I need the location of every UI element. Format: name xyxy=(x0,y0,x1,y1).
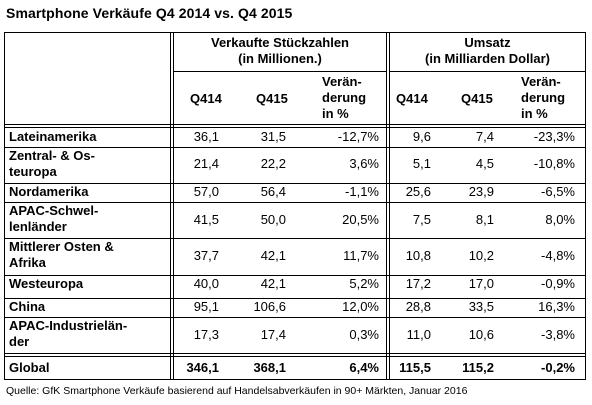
page-title: Smartphone Verkäufe Q4 2014 vs. Q4 2015 xyxy=(6,5,292,21)
revenue-change-value: -6,5% xyxy=(389,184,575,200)
row-divider xyxy=(4,183,586,184)
total-region-label: Global xyxy=(9,360,49,376)
units-change-value: 3,6% xyxy=(173,156,379,172)
separator-region-left xyxy=(170,32,171,380)
separator-groups-left xyxy=(386,32,387,380)
units-group-header-line2: (in Millionen.) xyxy=(173,51,387,67)
revenue-change-value: -4,8% xyxy=(389,248,575,264)
region-label-line1: Mittlerer Osten & xyxy=(9,239,114,255)
row-divider xyxy=(4,298,586,299)
units-change-value: 0,3% xyxy=(173,327,379,343)
total-divider-top xyxy=(4,353,586,354)
region-label-line2: Afrika xyxy=(9,255,46,271)
region-label-line1: Zentral- & Os- xyxy=(9,148,95,164)
revenue-change-value: 8,0% xyxy=(389,212,575,228)
region-label-line2: lenländer xyxy=(9,219,67,235)
units-change-value: 20,5% xyxy=(173,212,379,228)
region-label-line2: teuropa xyxy=(9,164,57,180)
region-label: Westeuropa xyxy=(9,276,83,292)
units-q414-header: Q414 xyxy=(190,91,222,107)
row-divider xyxy=(4,275,586,276)
header-group-divider-units xyxy=(173,71,387,72)
table-border-right xyxy=(585,32,586,380)
source-note: Quelle: GfK Smartphone Verkäufe basieren… xyxy=(6,385,467,397)
header-divider-top xyxy=(4,124,586,125)
header-group-divider-revenue xyxy=(389,71,586,72)
units-q415-header: Q415 xyxy=(256,91,288,107)
region-label: China xyxy=(9,299,45,315)
revenue-q414-header: Q414 xyxy=(396,91,428,107)
revenue-group-header-line1: Umsatz xyxy=(389,35,586,51)
revenue-change-value: -3,8% xyxy=(389,327,575,343)
revenue-change-header-line3: in % xyxy=(521,106,548,122)
units-change-value: -1,1% xyxy=(173,184,379,200)
region-label: Nordamerika xyxy=(9,184,88,200)
total-revenue-change: -0,2% xyxy=(389,360,575,376)
revenue-change-value: -10,8% xyxy=(389,156,575,172)
revenue-change-header-line1: Verän- xyxy=(521,74,561,90)
revenue-change-header-line2: derung xyxy=(521,90,565,106)
units-change-header-line3: in % xyxy=(322,106,349,122)
units-change-header-line1: Verän- xyxy=(322,74,362,90)
units-change-value: 5,2% xyxy=(173,276,379,292)
total-units-change: 6,4% xyxy=(173,360,379,376)
row-divider xyxy=(4,202,586,203)
region-label: Lateinamerika xyxy=(9,129,96,145)
revenue-change-value: -23,3% xyxy=(389,129,575,145)
revenue-change-value: 16,3% xyxy=(389,299,575,315)
revenue-group-header-line2: (in Milliarden Dollar) xyxy=(389,51,586,67)
region-label-line1: APAC-Schwel- xyxy=(9,203,98,219)
units-change-value: 11,7% xyxy=(173,248,379,264)
table-border-top xyxy=(4,32,586,33)
row-divider xyxy=(4,238,586,239)
table-border-bottom xyxy=(4,379,586,380)
table-border-left xyxy=(4,32,5,380)
row-divider xyxy=(4,317,586,318)
sales-table: Verkaufte Stückzahlen (in Millionen.) Um… xyxy=(4,32,586,380)
units-group-header-line1: Verkaufte Stückzahlen xyxy=(173,35,387,51)
units-change-value: -12,7% xyxy=(173,129,379,145)
region-label-line1: APAC-Industrielän- xyxy=(9,318,127,334)
header-divider-bottom xyxy=(4,127,586,128)
revenue-q415-header: Q415 xyxy=(461,91,493,107)
units-change-value: 12,0% xyxy=(173,299,379,315)
row-divider xyxy=(4,147,586,148)
region-label-line2: der xyxy=(9,334,29,350)
revenue-change-value: -0,9% xyxy=(389,276,575,292)
total-divider-bottom xyxy=(4,356,586,357)
units-change-header-line2: derung xyxy=(322,90,366,106)
